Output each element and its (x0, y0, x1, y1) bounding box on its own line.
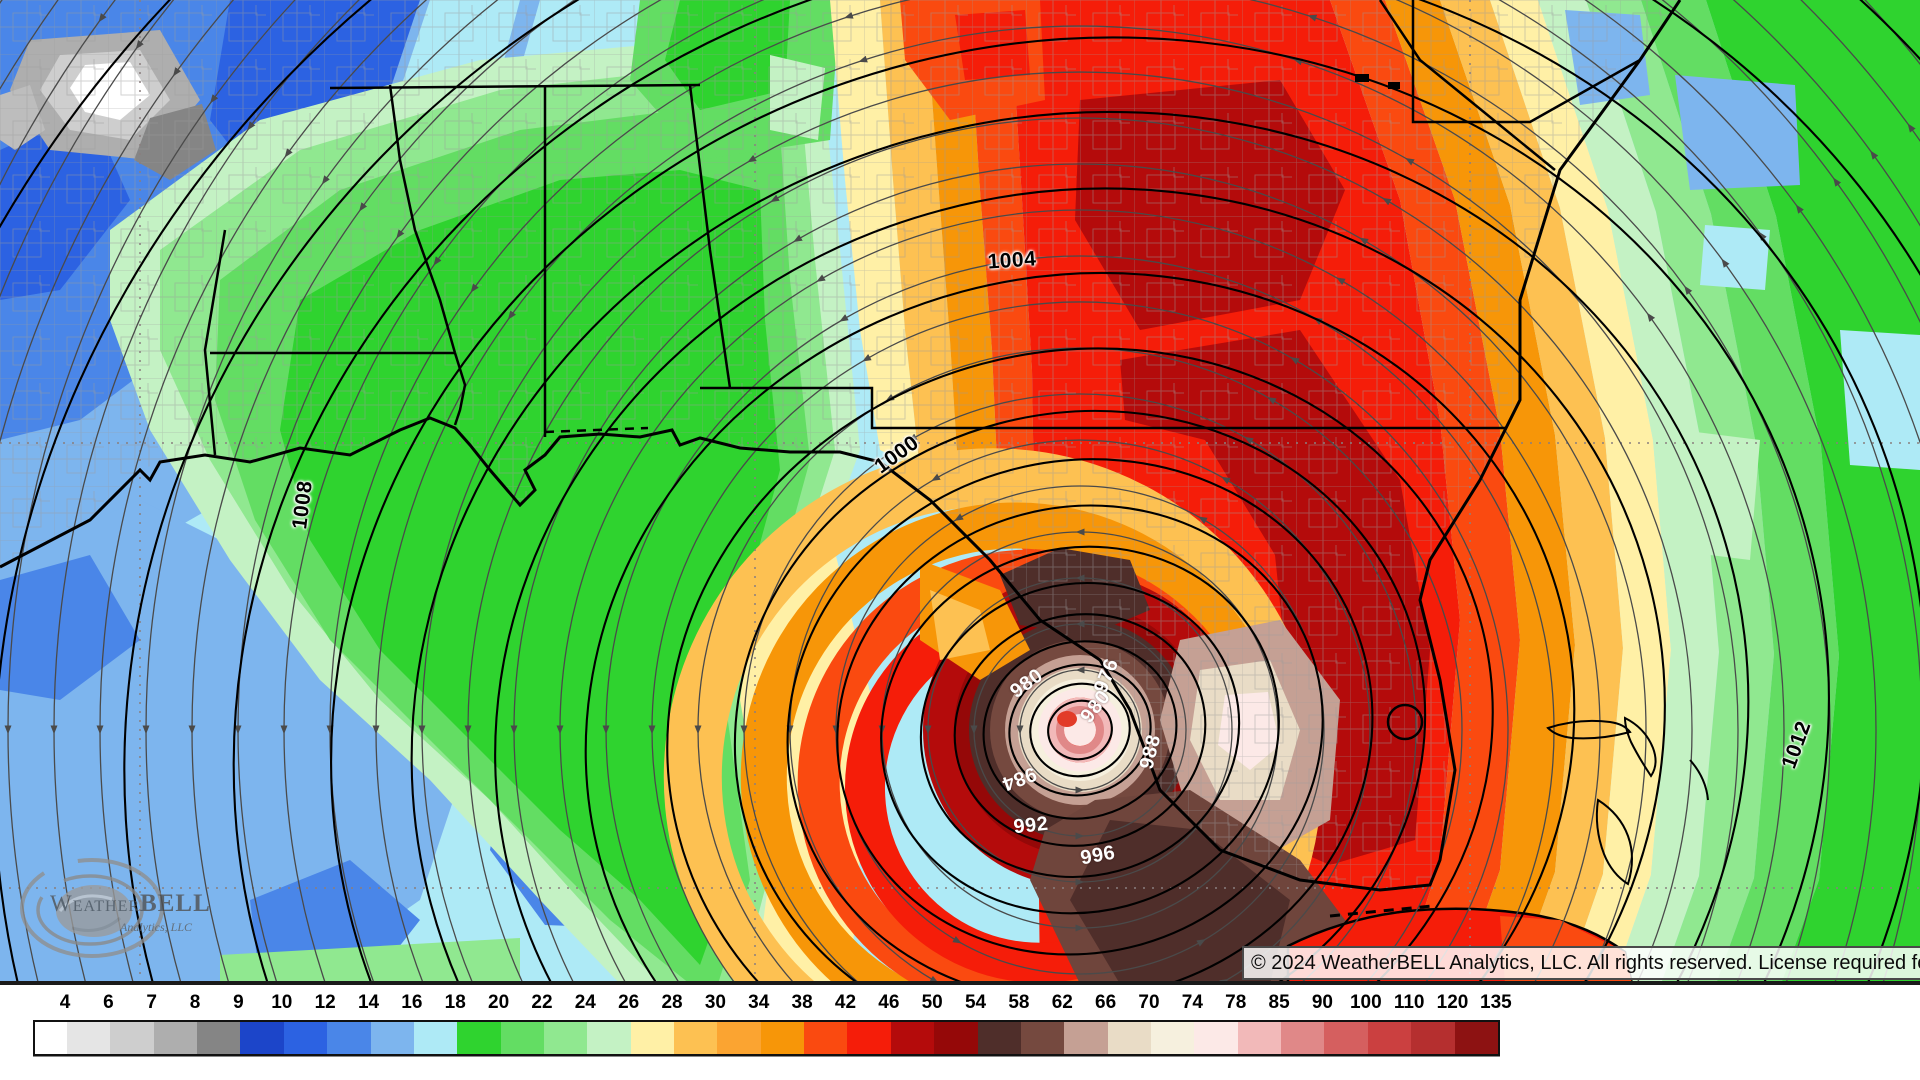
legend-color-segment (977, 1022, 1021, 1054)
legend-tick-label: 8 (189, 992, 201, 1013)
legend-tick-label: 26 (618, 992, 640, 1013)
legend-color-segment (457, 1022, 501, 1054)
legend-color-segment (1150, 1022, 1195, 1054)
legend-tick-label: 14 (357, 992, 380, 1013)
legend-color-segment (890, 1022, 935, 1054)
legend-tick-label: 62 (1051, 992, 1073, 1013)
legend-color-segment (283, 1022, 328, 1054)
legend-color-segment (240, 1022, 284, 1054)
watermark-sub-text: Analytics, LLC (120, 920, 193, 934)
legend-tick-label: 38 (791, 992, 813, 1013)
legend-tick-label: 16 (401, 992, 423, 1013)
legend-color-segment (1237, 1022, 1282, 1054)
legend-color-segment (760, 1022, 805, 1054)
legend-tick-label: 24 (574, 992, 596, 1013)
wind-map: 976 980 980 984 988 992 996 1000 1004 10… (0, 0, 1920, 985)
legend-color-segment (67, 1022, 111, 1054)
legend-tick-label: 42 (834, 992, 857, 1013)
map-canvas (0, 0, 1920, 985)
legend-color-segment (804, 1022, 848, 1054)
legend-tick-label: 54 (964, 992, 987, 1013)
legend-color-segment (1281, 1022, 1325, 1054)
legend-color-segment (197, 1022, 241, 1054)
map-bottom-border (0, 981, 1920, 985)
legend-color-segment (1324, 1022, 1368, 1054)
legend-tick-label: 9 (233, 992, 244, 1013)
legend-tick-label: 110 (1393, 992, 1425, 1013)
legend-color-segment (543, 1022, 588, 1054)
hurricane-swirl-logo-icon (20, 858, 164, 958)
legend-color-segment (153, 1022, 198, 1054)
legend-tick-label: 20 (488, 992, 510, 1013)
legend-color-segment (1411, 1022, 1455, 1054)
legend-tick-label: 78 (1225, 992, 1247, 1013)
legend-color-segment (717, 1022, 761, 1054)
legend-color-segment (1064, 1022, 1108, 1054)
legend-tick-label: 50 (921, 992, 943, 1013)
legend-tick-label: 7 (146, 992, 158, 1013)
copyright-bar: © 2024 WeatherBELL Analytics, LLC. All r… (1242, 946, 1920, 980)
legend-color-segment (1194, 1022, 1238, 1054)
legend-tick-label: 66 (1095, 992, 1117, 1013)
legend-color-segment (35, 1022, 67, 1054)
legend-tick-label: 135 (1480, 992, 1512, 1013)
legend-color-segment (1454, 1022, 1498, 1054)
legend-tick-labels: 4 6 7 8 9 10 12 14 16 18 20 22 24 26 28 30 34 38 42 46 50 54 5… (0, 992, 1920, 1016)
legend-tick-label: 46 (878, 992, 900, 1013)
legend-tick-label: 6 (103, 992, 114, 1013)
legend-tick-label: 34 (748, 992, 770, 1013)
legend-color-segment (934, 1022, 978, 1054)
state-borders (0, 0, 1709, 918)
legend-color-segment (370, 1022, 414, 1054)
legend-tick-label: 58 (1008, 992, 1030, 1013)
watermark-brand-text: WeatherBELL (50, 890, 211, 917)
legend-color-segment (110, 1022, 154, 1054)
legend-tick-label: 10 (271, 992, 293, 1013)
legend-tick-label: 18 (444, 992, 466, 1013)
legend-tick-label: 28 (661, 992, 683, 1013)
legend-tick-label: 12 (314, 992, 336, 1013)
wind-streamlines (0, 0, 1920, 984)
legend-color-segment (1020, 1022, 1065, 1054)
legend-color-segment (630, 1022, 675, 1054)
legend-colorbar (33, 1020, 1500, 1056)
legend-tick-label: 85 (1268, 992, 1290, 1013)
legend-tick-label: 70 (1138, 992, 1160, 1013)
legend-tick-label: 100 (1349, 992, 1382, 1013)
legend-tick-label: 120 (1436, 992, 1469, 1013)
legend-color-segment (327, 1022, 371, 1054)
legend-color-segment (847, 1022, 891, 1054)
legend-tick-label: 30 (704, 992, 726, 1013)
legend-tick-label: 22 (531, 992, 553, 1013)
weatherbell-watermark: WeatherBELL Analytics, LLC (20, 856, 220, 966)
legend-color-segment (1367, 1022, 1412, 1054)
pressure-contours (0, 0, 1920, 984)
legend-tick-label: 4 (59, 992, 71, 1013)
legend-color-segment (1107, 1022, 1151, 1054)
wind-speed-legend: 4 6 7 8 9 10 12 14 16 18 20 22 24 26 28 30 34 38 42 46 50 54 5… (0, 988, 1920, 1080)
legend-color-segment (500, 1022, 544, 1054)
legend-color-segment (674, 1022, 718, 1054)
legend-color-segment (413, 1022, 458, 1054)
legend-color-segment (587, 1022, 631, 1054)
legend-tick-label: 74 (1181, 992, 1203, 1013)
legend-tick-label: 90 (1311, 992, 1334, 1013)
copyright-text: © 2024 WeatherBELL Analytics, LLC. All r… (1251, 952, 1920, 974)
